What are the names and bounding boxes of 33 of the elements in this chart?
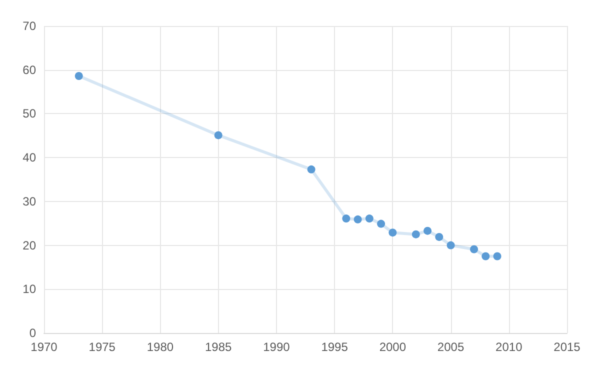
- point: [412, 230, 420, 238]
- x-tick-label: 1970: [30, 340, 58, 354]
- y-tick-label: 60: [22, 62, 36, 77]
- x-tick-label: 2010: [496, 340, 523, 354]
- x-tick-label: 2005: [437, 340, 464, 354]
- point: [470, 245, 478, 254]
- x-tick-label: 1995: [321, 340, 348, 354]
- y-tick-label: 50: [22, 106, 36, 121]
- point: [307, 165, 316, 174]
- x-tick-label: 2015: [554, 340, 581, 354]
- y-tick-label: 40: [22, 150, 36, 165]
- y-tick-label: 10: [22, 282, 36, 296]
- point: [424, 226, 432, 235]
- y-tick-label: 20: [22, 238, 36, 252]
- x-tick-label: 1985: [204, 340, 232, 354]
- point: [435, 232, 444, 241]
- point: [365, 214, 374, 223]
- y-tick-label: 0: [29, 326, 36, 340]
- point: [354, 215, 362, 224]
- point: [446, 241, 455, 250]
- y-tick-label: 70: [22, 19, 36, 33]
- point: [342, 214, 350, 223]
- point: [377, 220, 386, 228]
- point: [482, 252, 490, 260]
- point: [388, 228, 397, 237]
- point: [74, 72, 83, 80]
- point: [214, 131, 222, 140]
- point: [493, 252, 502, 260]
- x-tick-label: 2000: [379, 340, 406, 354]
- x-tick-label: 1980: [146, 340, 174, 354]
- x-tick-label: 1990: [263, 340, 290, 354]
- y-tick-label: 30: [22, 194, 36, 208]
- x-tick-label: 1975: [88, 340, 116, 354]
